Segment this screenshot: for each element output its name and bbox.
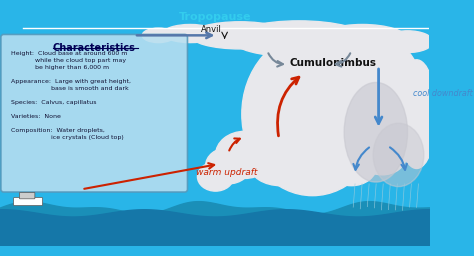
Ellipse shape — [216, 131, 273, 178]
Ellipse shape — [142, 28, 175, 42]
Ellipse shape — [344, 82, 408, 182]
FancyBboxPatch shape — [19, 193, 35, 199]
FancyBboxPatch shape — [14, 197, 43, 206]
Text: warm updraft: warm updraft — [196, 168, 257, 177]
Ellipse shape — [290, 153, 344, 189]
Ellipse shape — [231, 21, 367, 57]
Ellipse shape — [190, 22, 290, 49]
Ellipse shape — [250, 146, 311, 186]
Text: Height:  Cloud base at around 600 m
            while the cloud top part may
   : Height: Cloud base at around 600 m while… — [11, 51, 131, 140]
Ellipse shape — [242, 33, 383, 196]
Ellipse shape — [397, 60, 437, 168]
Ellipse shape — [359, 138, 406, 175]
Ellipse shape — [382, 31, 433, 52]
Ellipse shape — [206, 148, 251, 184]
Text: Tropopause: Tropopause — [178, 12, 251, 22]
Ellipse shape — [163, 25, 218, 42]
Ellipse shape — [326, 146, 377, 186]
Ellipse shape — [373, 123, 424, 187]
Text: Cumulonimbus: Cumulonimbus — [290, 58, 377, 68]
Ellipse shape — [198, 162, 234, 191]
Text: cool downdraft: cool downdraft — [413, 89, 473, 98]
FancyBboxPatch shape — [1, 35, 188, 192]
Text: Anvil: Anvil — [201, 25, 221, 34]
Ellipse shape — [335, 37, 426, 173]
Text: Characteristics: Characteristics — [53, 42, 136, 52]
Ellipse shape — [317, 25, 408, 54]
